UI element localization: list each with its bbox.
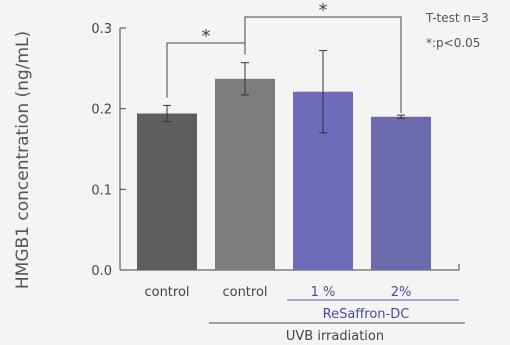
significance-bracket: [244, 16, 402, 114]
bar: [215, 78, 275, 270]
y-tick-label: 0.1: [91, 183, 112, 198]
note-ttest: T-test n=3: [425, 11, 489, 25]
bar: [137, 113, 197, 270]
category-label: 2%: [391, 285, 412, 300]
significance-star: *: [202, 26, 211, 47]
significance-bracket: [166, 42, 246, 98]
y-tick-label: 0.3: [91, 22, 112, 37]
category-label: 1 %: [311, 285, 336, 300]
bar: [371, 116, 431, 270]
y-axis-label: HMGB1 concentration (ng/mL): [13, 31, 33, 289]
bars: control control 1 % 2%: [137, 50, 431, 300]
category-label: control: [222, 285, 267, 300]
y-tick-label: 0.0: [91, 264, 112, 279]
significance-star: *: [319, 0, 328, 21]
annotations: **: [166, 0, 465, 324]
category-label: control: [144, 285, 189, 300]
group-label-resaffron: ReSaffron-DC: [323, 307, 410, 322]
note-pvalue: *:p<0.05: [426, 36, 480, 50]
group-label-uvb: UVB irradiation: [286, 329, 384, 344]
y-tick-label: 0.2: [91, 103, 112, 118]
